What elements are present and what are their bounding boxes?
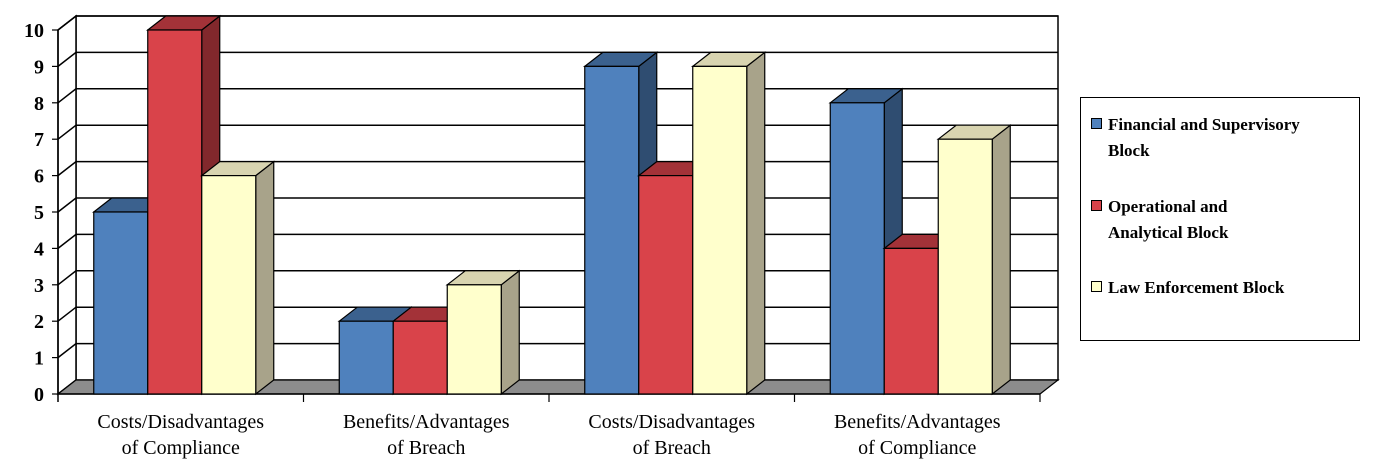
bar (445, 269, 521, 396)
legend-label-law: Law Enforcement Block (1108, 275, 1358, 301)
legend-label-operational: Operational and Analytical Block (1108, 194, 1358, 246)
legend: Financial and Supervisory Block Operatio… (1080, 97, 1360, 341)
y-tick-label: 2 (34, 311, 44, 333)
bar-front (201, 175, 257, 395)
bar-front (93, 211, 149, 395)
y-tick-label: 8 (34, 93, 44, 115)
y-tick-label: 5 (34, 202, 44, 224)
legend-label-line: Analytical Block (1108, 223, 1229, 242)
legend-label-line: Law Enforcement Block (1108, 278, 1285, 297)
bar-front (147, 29, 203, 395)
bar-side (746, 51, 766, 396)
y-tick-label: 4 (34, 238, 44, 260)
legend-item-financial: Financial and Supervisory Block (1091, 112, 1358, 164)
x-category-label: Costs/Disadvantages (97, 411, 264, 433)
legend-swatch-operational (1091, 200, 1102, 211)
bar-front (338, 320, 394, 395)
y-tick-label: 10 (24, 20, 44, 42)
bar-front (392, 320, 448, 395)
bar-front (937, 138, 993, 395)
x-category-label: Benefits/Advantages (834, 411, 1001, 433)
gridline (57, 15, 1058, 31)
y-tick-label: 3 (34, 275, 44, 297)
bar-side (991, 123, 1011, 396)
y-tick-label: 6 (34, 166, 44, 188)
bar-front (829, 102, 885, 395)
bar (691, 51, 767, 396)
y-tick-label: 7 (34, 129, 44, 151)
bar-front (584, 65, 640, 395)
legend-label-line: Operational and (1108, 197, 1228, 216)
bar-front (692, 65, 748, 395)
y-tick-label: 0 (34, 384, 44, 406)
y-tick-label: 1 (34, 348, 44, 370)
x-category-label: Benefits/Advantages (343, 411, 510, 433)
legend-item-law: Law Enforcement Block (1091, 275, 1358, 301)
legend-label-line: Block (1108, 141, 1150, 160)
x-category-label: Costs/Disadvantages (588, 411, 755, 433)
y-tick-label: 9 (34, 56, 44, 78)
legend-label-financial: Financial and Supervisory Block (1108, 112, 1358, 164)
x-category-label: of Breach (387, 437, 465, 459)
x-category-label: of Compliance (858, 437, 976, 459)
bar (200, 160, 276, 396)
bar-side (255, 160, 275, 396)
legend-swatch-financial (1091, 118, 1102, 129)
x-category-label: of Compliance (122, 437, 240, 459)
bar-side (500, 269, 520, 396)
bar-front (883, 247, 939, 395)
legend-item-operational: Operational and Analytical Block (1091, 194, 1358, 246)
bar-front (446, 284, 502, 395)
x-category-label: of Breach (633, 437, 711, 459)
legend-swatch-law (1091, 281, 1102, 292)
bar (936, 123, 1012, 396)
legend-label-line: Financial and Supervisory (1108, 115, 1300, 134)
bar-front (638, 175, 694, 395)
